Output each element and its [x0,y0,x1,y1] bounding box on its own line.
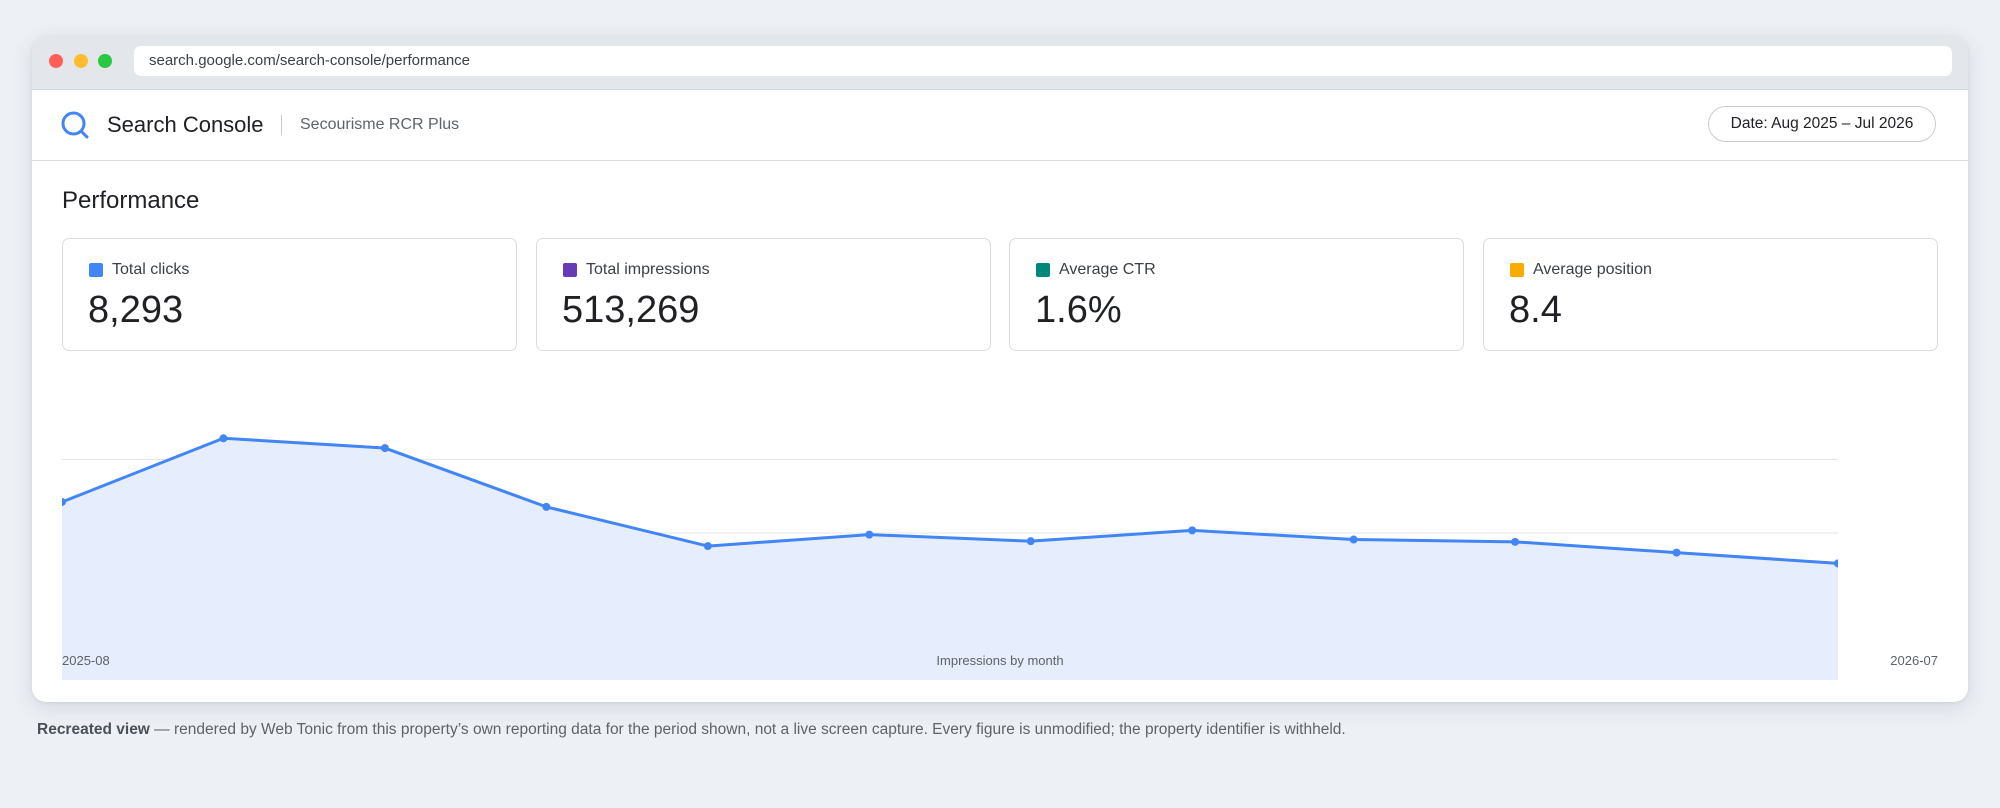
impressions-area [62,438,1838,680]
data-point-2025-10[interactable] [380,444,389,453]
metric-label: Total impressions [586,261,710,278]
data-point-2026-01[interactable] [865,530,874,539]
data-point-2025-08[interactable] [62,497,66,506]
maximize-window-button[interactable] [98,54,112,68]
data-point-2026-03[interactable] [1188,526,1197,535]
property-name[interactable]: Secourisme RCR Plus [300,116,460,133]
data-point-2025-12[interactable] [703,542,712,551]
data-point-2026-06[interactable] [1672,548,1681,557]
data-point-2026-04[interactable] [1349,535,1358,544]
metric-value: 8,293 [88,289,184,331]
data-point-2025-09[interactable] [219,434,228,443]
browser-window: search.google.com/search-console/perform… [32,36,1968,702]
data-point-2025-11[interactable] [542,502,551,511]
metric-value: 8.4 [1509,289,1562,331]
app-title: Search Console [107,112,264,137]
data-point-2026-05[interactable] [1511,537,1520,546]
x-axis-tick-start: 2025-08 [62,653,110,668]
app-header: Search Console Secourisme RCR Plus Date:… [32,90,1968,161]
header-divider [281,115,282,135]
metric-value: 513,269 [562,289,700,331]
footnote: Recreated view — rendered by Web Tonic f… [37,720,1346,740]
metric-card-average-position[interactable]: Average position 8.4 [1483,238,1938,351]
data-point-2026-02[interactable] [1026,537,1035,546]
metric-color-swatch [563,263,577,277]
chart-title: Impressions by month [936,653,1064,668]
browser-chrome: search.google.com/search-console/perform… [32,36,1968,90]
data-point-2026-07[interactable] [1834,559,1838,568]
metric-color-swatch [1036,263,1050,277]
x-axis-tick-end: 2026-07 [1890,653,1938,668]
address-bar[interactable]: search.google.com/search-console/perform… [134,46,1952,76]
metric-color-swatch [89,263,103,277]
impressions-line [62,436,1838,565]
metric-label: Total clicks [112,261,190,278]
metric-card-total-clicks[interactable]: Total clicks 8,293 [62,238,517,351]
minimize-window-button[interactable] [74,54,88,68]
date-range-button[interactable]: Date: Aug 2025 – Jul 2026 [1708,106,1936,142]
metric-color-swatch [1510,263,1524,277]
search-magnifier-icon [61,111,89,139]
metric-label: Average position [1533,261,1652,278]
page-title: Performance [62,187,200,214]
footnote-text: — rendered by Web Tonic from this proper… [149,721,1346,738]
metric-card-average-ctr[interactable]: Average CTR 1.6% [1009,238,1464,351]
impressions-chart [62,434,1838,680]
metric-value: 1.6% [1035,289,1122,331]
footnote-lead: Recreated view [37,721,150,738]
close-window-button[interactable] [49,54,63,68]
metric-label: Average CTR [1059,261,1156,278]
metric-card-total-impressions[interactable]: Total impressions 513,269 [536,238,991,351]
